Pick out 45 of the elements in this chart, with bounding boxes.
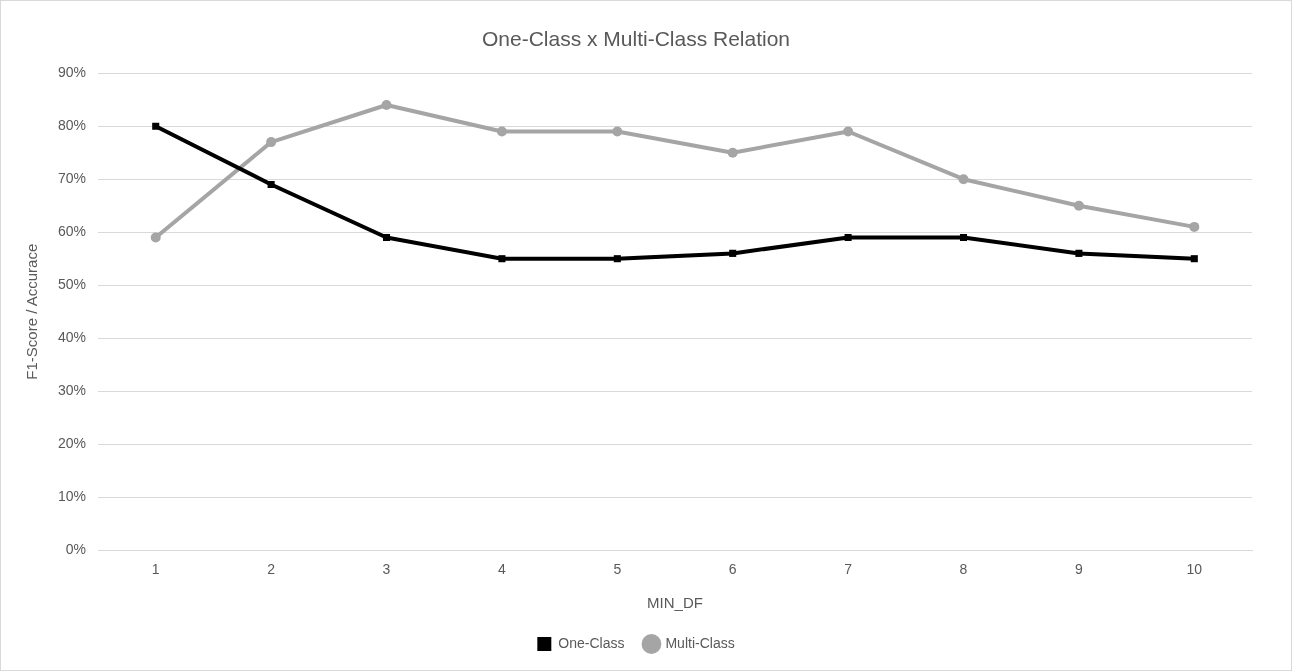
point (150, 232, 161, 243)
y-tick-label: 40% (57, 329, 87, 346)
x-tick-label: 6 (728, 561, 737, 578)
point (843, 126, 854, 137)
point (381, 100, 392, 110)
point (729, 249, 737, 257)
point (382, 233, 391, 242)
point (727, 147, 738, 158)
point (612, 126, 623, 137)
legend-label: Multi-Class (665, 634, 735, 651)
y-tick-label: 10% (57, 488, 87, 505)
x-tick-label: 9 (1075, 561, 1083, 578)
y-tick-label: 90% (57, 64, 87, 81)
point (844, 233, 852, 242)
y-tick-label: 20% (57, 435, 87, 452)
y-tick-label: 30% (57, 382, 87, 399)
chart-title: One-Class x Multi-Class Relation (481, 27, 791, 51)
point (498, 255, 506, 263)
y-tick-label: 50% (57, 276, 87, 293)
x-tick-label: 5 (613, 561, 622, 578)
x-tick-label: 2 (267, 561, 276, 578)
x-tick-label: 1 (151, 561, 160, 578)
legend-label: One-Class (558, 634, 625, 651)
y-tick-label: 60% (57, 223, 87, 240)
point (266, 137, 277, 148)
x-tick-label: 7 (844, 561, 853, 578)
y-tick-label: 70% (57, 170, 87, 187)
point (152, 122, 160, 130)
y-axis-title: F1-Score / Accurace (23, 243, 41, 380)
point (959, 233, 968, 242)
x-tick-label: 10 (1186, 561, 1203, 578)
point (1075, 249, 1083, 257)
y-tick-label: 80% (57, 117, 87, 134)
point (958, 174, 969, 185)
point (496, 126, 507, 137)
point (1190, 255, 1198, 263)
x-tick-label: 3 (382, 561, 391, 578)
point (267, 180, 275, 189)
point (613, 255, 621, 263)
y-tick-label: 0% (65, 541, 87, 558)
point (1073, 200, 1084, 211)
point (1189, 221, 1200, 232)
x-tick-label: 8 (959, 561, 968, 578)
x-tick-label: 4 (498, 561, 507, 578)
x-axis-title: MIN_DF (647, 594, 703, 612)
